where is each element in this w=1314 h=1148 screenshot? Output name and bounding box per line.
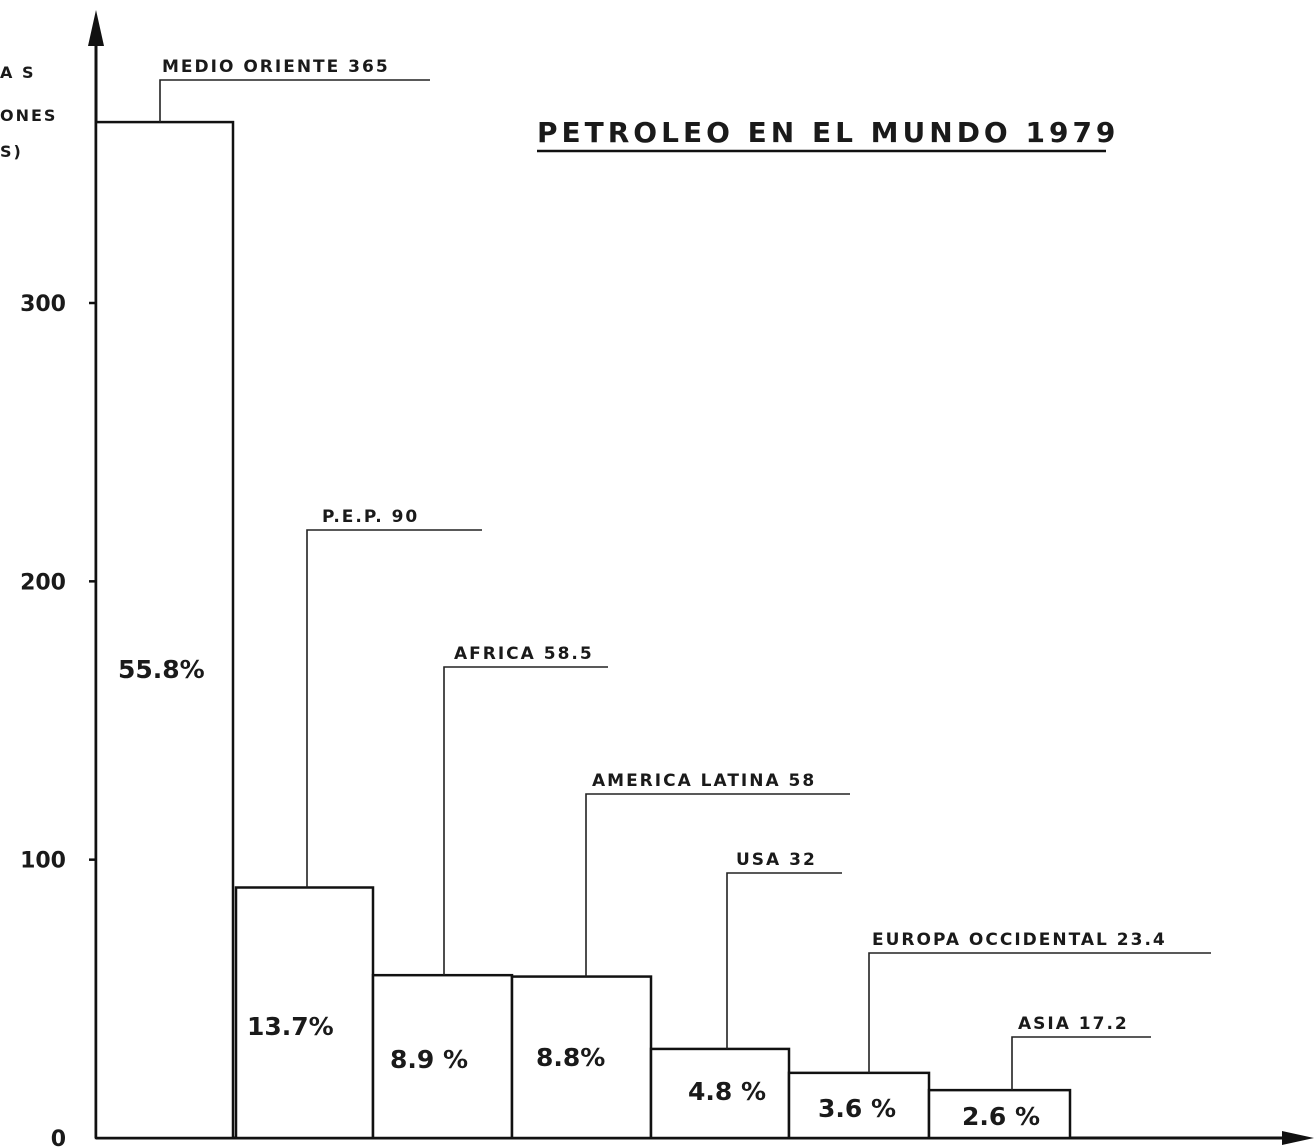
category-label: AFRICA 58.5 <box>454 644 594 664</box>
y-axis-arrowhead <box>88 10 104 46</box>
bar <box>510 975 653 1140</box>
percentage-label: 3.6 % <box>818 1094 896 1123</box>
leader-lines <box>159 79 1211 1091</box>
chart-title-group: PETROLEO EN EL MUNDO 1979 <box>537 116 1119 153</box>
percentage-label: 8.8% <box>536 1043 605 1072</box>
category-label: P.E.P. 90 <box>322 507 419 527</box>
bar <box>927 1088 1072 1140</box>
percentage-label: 2.6 % <box>962 1102 1040 1131</box>
y-tick-label: 200 <box>20 570 66 595</box>
y-axis-label: A S ONES S) <box>0 63 57 161</box>
y-axis-label-line: A S <box>0 63 35 82</box>
bar <box>234 886 375 1140</box>
category-labels: MEDIO ORIENTE 365 P.E.P. 90 AFRICA 58.5 AME… <box>162 57 1167 1034</box>
category-label: AMERICA LATINA 58 <box>592 771 816 791</box>
y-axis-label-line: S) <box>0 142 23 161</box>
y-tick-label: 0 <box>51 1127 66 1148</box>
percentage-label: 55.8% <box>118 655 205 684</box>
y-tick-label: 300 <box>20 292 66 317</box>
bar <box>371 973 514 1140</box>
category-label: ASIA 17.2 <box>1018 1014 1129 1034</box>
bar <box>94 120 235 1140</box>
leader-line <box>1011 1036 1151 1091</box>
y-axis-label-line: ONES <box>0 106 57 125</box>
category-label: USA 32 <box>736 850 817 870</box>
percentage-labels: 55.8% 13.7% 8.9 % 8.8% 4.8 % 3.6 % 2.6 % <box>118 655 1040 1131</box>
y-tick-label: 100 <box>20 849 66 874</box>
leader-line <box>868 952 1211 1073</box>
category-label: MEDIO ORIENTE 365 <box>162 57 390 77</box>
percentage-label: 4.8 % <box>688 1077 766 1106</box>
percentage-label: 13.7% <box>247 1012 334 1041</box>
bar <box>787 1071 931 1140</box>
leader-line <box>306 529 482 888</box>
x-axis-arrowhead <box>1282 1131 1314 1145</box>
percentage-label: 8.9 % <box>390 1045 468 1074</box>
bar <box>649 1047 791 1140</box>
y-axis-ticks: 0 100 200 300 <box>20 292 103 1148</box>
leader-line <box>443 666 608 976</box>
leader-line <box>726 872 842 1049</box>
chart-title: PETROLEO EN EL MUNDO 1979 <box>537 116 1119 149</box>
leader-line <box>159 79 430 123</box>
category-label: EUROPA OCCIDENTAL 23.4 <box>872 930 1167 950</box>
bars <box>94 120 1072 1140</box>
leader-line <box>585 793 850 977</box>
